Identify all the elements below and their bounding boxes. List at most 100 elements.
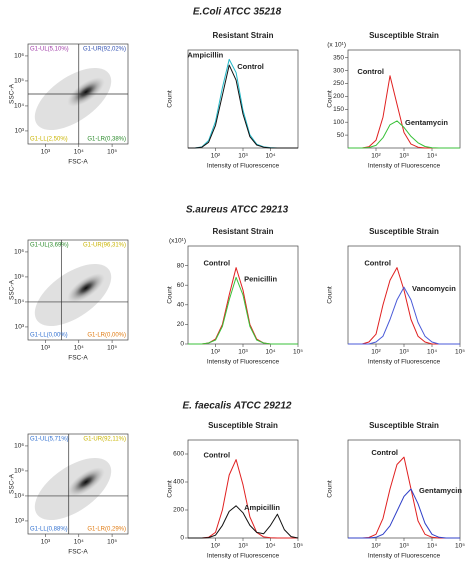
y-tick-label: 10⁴	[14, 103, 24, 110]
x-tick-label: 10⁵	[107, 345, 117, 352]
quadrant-label: G1-UR(92,11%)	[83, 437, 126, 443]
section-title: S.aureus ATCC 29213	[186, 205, 289, 216]
y-tick-label: 10⁴	[14, 299, 24, 306]
y-axis-unit: (x10¹)	[169, 238, 186, 245]
series-label: Penicillin	[244, 274, 277, 283]
x-tick-label: 10³	[238, 153, 248, 160]
y-axis-label: SSC-A	[9, 83, 16, 104]
y-tick-label: 60	[177, 282, 185, 289]
histogram-line	[188, 64, 298, 149]
y-axis-label: Count	[167, 90, 174, 108]
panel: Susceptible Strain 10² 10³ 10⁴ 10⁵ Intensity …	[327, 421, 466, 560]
x-tick-label: 10⁴	[74, 539, 84, 546]
series-label: Control	[364, 259, 391, 268]
plot-frame	[27, 433, 129, 535]
x-axis-label: FSC-A	[68, 549, 88, 556]
x-tick-label: 10²	[211, 543, 221, 550]
x-tick-label: 10⁵	[455, 543, 465, 550]
x-tick-label: 10⁴	[265, 153, 275, 160]
y-axis-label: Count	[327, 286, 334, 304]
x-tick-label: 10⁵	[293, 349, 303, 356]
y-tick-label: 200	[173, 507, 184, 514]
panel-title: Resistant Strain	[213, 31, 274, 40]
x-tick-label: 10⁴	[74, 345, 84, 352]
quadrant-label: G1-LL(0,88%)	[30, 527, 68, 533]
x-tick-label: 10⁴	[265, 543, 275, 550]
y-axis-label: SSC-A	[9, 473, 16, 494]
quadrant-label: G1-LR(0,29%)	[87, 527, 126, 533]
event-core	[67, 273, 105, 303]
quadrant-label: G1-UL(5,10%)	[30, 47, 69, 53]
y-tick-label: 40	[177, 302, 185, 309]
x-tick-label: 10⁵	[107, 149, 117, 156]
y-tick-label: 10³	[15, 518, 25, 525]
series-label: Vancomycin	[412, 284, 456, 293]
y-tick-label: 10⁶	[14, 443, 24, 450]
panel-title: Susceptible Strain	[369, 421, 439, 430]
x-tick-label: 10⁴	[427, 153, 437, 160]
x-tick-label: 10⁵	[455, 349, 465, 356]
x-axis-label: Intensity of Fluorescence	[207, 163, 280, 170]
x-tick-label: 10²	[371, 153, 381, 160]
y-tick-label: 10⁶	[14, 53, 24, 60]
y-tick-label: 10⁵	[14, 274, 24, 281]
y-tick-label: 50	[337, 132, 345, 139]
y-tick-label: 10⁵	[14, 468, 24, 475]
y-axis-label: Count	[167, 480, 174, 498]
x-tick-label: 10³	[399, 349, 409, 356]
panel: 10³ 10⁴ 10⁵ 10³ 10⁴ 10⁵ 10⁶ FSC-A SSC-A G1-UL(5,7…	[9, 433, 129, 556]
quadrant-label: G1-UR(92,02%)	[83, 47, 126, 53]
y-tick-label: 10³	[15, 324, 25, 331]
y-tick-label: 0	[180, 341, 184, 348]
quadrant-label: G1-UL(3,69%)	[30, 243, 69, 249]
x-tick-label: 10³	[238, 349, 248, 356]
x-tick-label: 10³	[238, 543, 248, 550]
x-axis-label: Intensity of Fluorescence	[368, 359, 441, 366]
histogram-line	[188, 267, 298, 345]
panel-title: Susceptible Strain	[369, 227, 439, 236]
quadrant-label: G1-LR(0,00%)	[87, 333, 126, 339]
x-axis-label: FSC-A	[68, 355, 88, 362]
y-tick-label: 0	[180, 535, 184, 542]
panel-title: Susceptible Strain	[208, 421, 278, 430]
section-title: E.Coli ATCC 35218	[193, 7, 282, 18]
histogram-line	[348, 488, 460, 539]
x-axis-label: Intensity of Fluorescence	[207, 553, 280, 560]
y-tick-label: 200	[333, 93, 344, 100]
panel: 10³ 10⁴ 10⁵ 10³ 10⁴ 10⁵ 10⁶ FSC-A SSC-A G1-UL(5,1…	[9, 43, 129, 166]
series-label: Gentamycin	[419, 486, 462, 495]
y-tick-label: 80	[177, 262, 185, 269]
quadrant-label: G1-LL(2,50%)	[30, 137, 68, 143]
panel-title: Resistant Strain	[213, 227, 274, 236]
x-tick-label: 10²	[371, 543, 381, 550]
event-core	[67, 467, 105, 497]
x-tick-label: 10⁴	[427, 543, 437, 550]
x-axis-label: Intensity of Fluorescence	[368, 163, 441, 170]
y-tick-label: 150	[333, 106, 344, 113]
histogram-line	[188, 276, 298, 345]
x-tick-label: 10²	[371, 349, 381, 356]
x-tick-label: 10⁴	[265, 349, 275, 356]
panel: Resistant Strain 10² 10³ 10⁴ Intensity of Fl…	[167, 31, 299, 170]
x-tick-label: 10³	[41, 539, 51, 546]
y-tick-label: 10⁴	[14, 493, 24, 500]
quadrant-label: G1-LL(0,00%)	[30, 333, 68, 339]
histogram-line	[348, 120, 460, 149]
panel: Resistant Strain 10² 10³ 10⁴ 10⁵ 0 20 40 60 80 Int…	[167, 227, 304, 366]
series-label: Control	[203, 451, 230, 460]
x-tick-label: 10³	[41, 345, 51, 352]
x-axis-label: FSC-A	[68, 159, 88, 166]
x-tick-label: 10³	[399, 543, 409, 550]
x-tick-label: 10³	[41, 149, 51, 156]
x-tick-label: 10³	[399, 153, 409, 160]
y-axis-label: Count	[327, 480, 334, 498]
y-axis-unit: (x 10¹)	[327, 42, 346, 49]
series-label: Control	[237, 62, 264, 71]
y-tick-label: 250	[333, 80, 344, 87]
y-tick-label: 10³	[15, 128, 25, 135]
y-tick-label: 600	[173, 451, 184, 458]
histogram-line	[348, 75, 460, 149]
histogram-line	[188, 459, 298, 539]
event-core	[67, 77, 105, 107]
y-tick-label: 400	[173, 479, 184, 486]
